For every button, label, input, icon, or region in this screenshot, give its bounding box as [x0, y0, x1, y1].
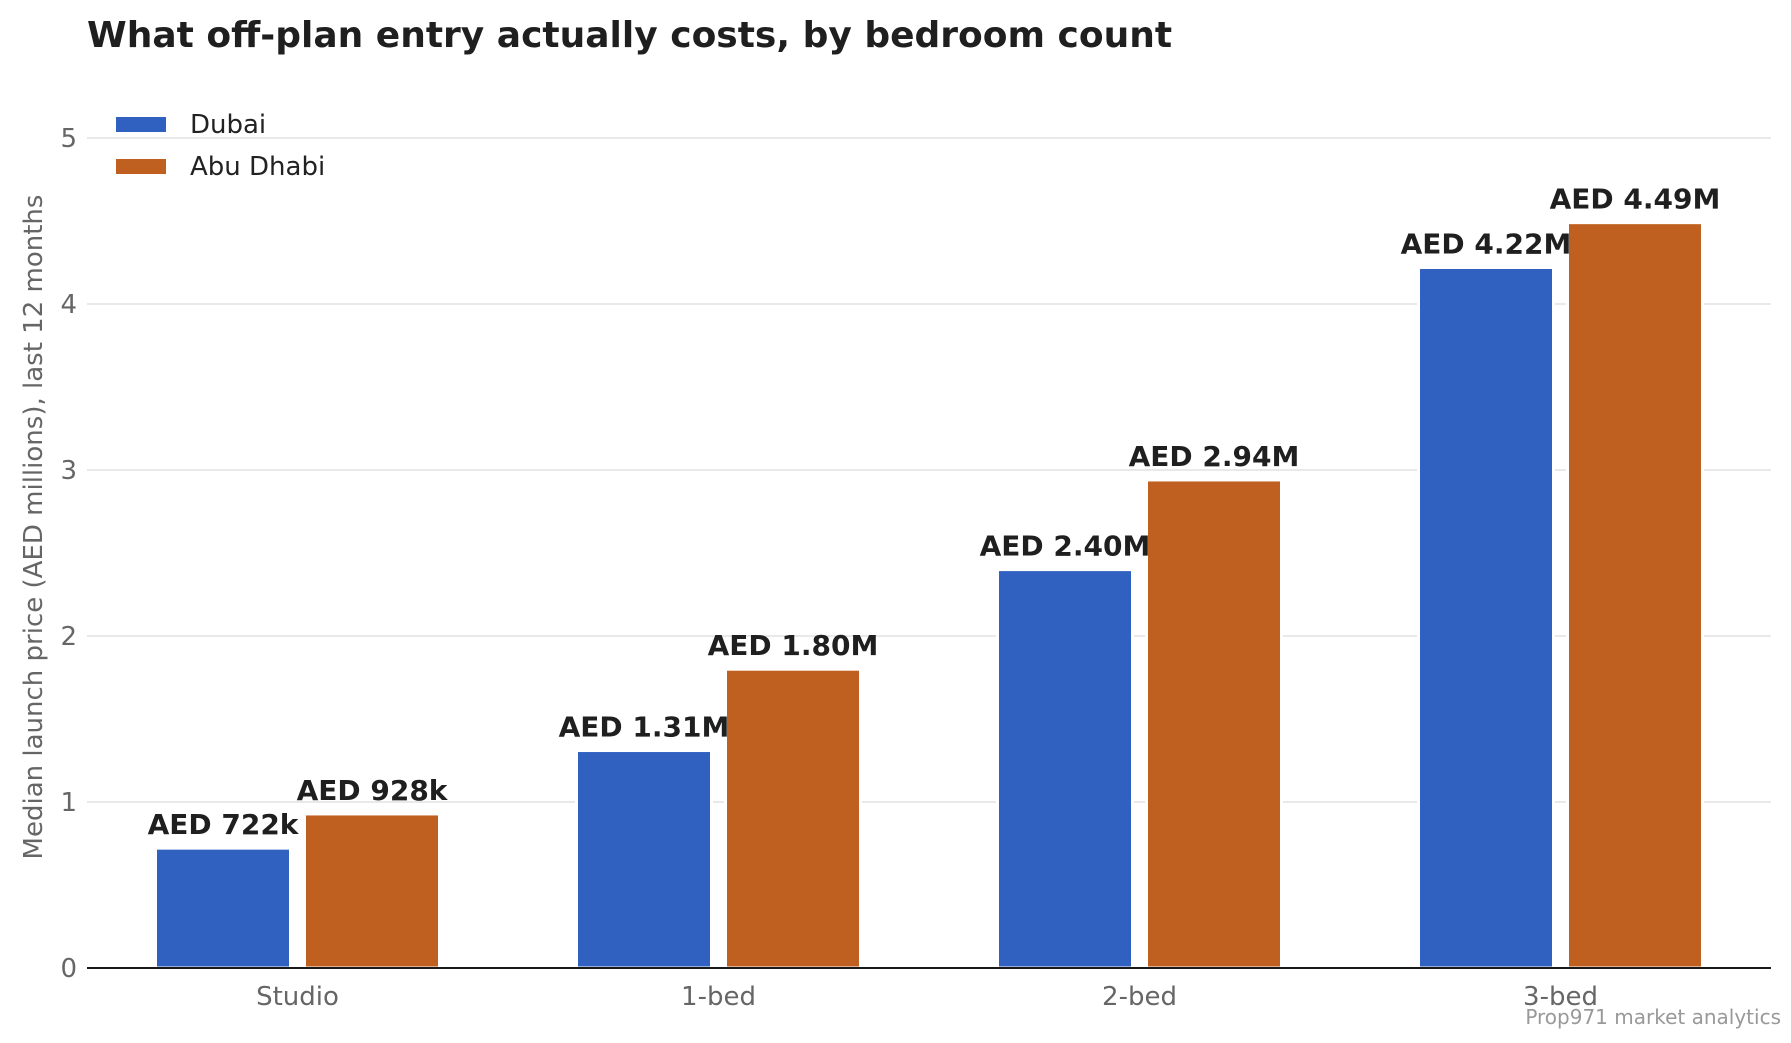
y-axis-ticks: 0 1 2 3 4 5 — [60, 124, 77, 984]
y-tick-label: 1 — [60, 788, 77, 818]
data-label: AED 722k — [148, 808, 300, 841]
legend-label: Dubai — [190, 110, 266, 140]
bar-dubai — [154, 846, 292, 970]
bar-dubai — [575, 749, 713, 970]
x-tick-label: 2-bed — [1102, 982, 1177, 1012]
bar-abu-dhabi — [303, 812, 441, 970]
data-label: AED 928k — [297, 774, 449, 807]
data-label: AED 1.80M — [708, 629, 879, 662]
y-tick-label: 0 — [60, 954, 77, 984]
bar-abu-dhabi — [1566, 221, 1704, 970]
y-tick-label: 5 — [60, 124, 77, 154]
data-label: AED 2.40M — [980, 530, 1151, 563]
source-note: Prop971 market analytics — [1525, 1005, 1781, 1029]
bar-abu-dhabi — [1145, 478, 1283, 970]
legend: Dubai Abu Dhabi — [116, 110, 325, 182]
bar-dubai — [1417, 265, 1555, 970]
data-label: AED 4.49M — [1550, 183, 1721, 216]
bars — [154, 221, 1704, 970]
x-tick-label: 3-bed — [1523, 982, 1598, 1012]
legend-swatch — [116, 159, 166, 174]
bar-abu-dhabi — [724, 667, 862, 970]
y-tick-label: 3 — [60, 456, 77, 486]
legend-label: Abu Dhabi — [190, 152, 325, 182]
x-axis-ticks: Studio 1-bed 2-bed 3-bed — [256, 982, 1598, 1012]
chart-title: What off-plan entry actually costs, by b… — [87, 15, 1172, 56]
x-tick-label: Studio — [256, 982, 339, 1012]
y-axis-label: Median launch price (AED millions), last… — [19, 195, 49, 860]
data-label: AED 4.22M — [1401, 227, 1572, 260]
bar-dubai — [996, 568, 1134, 970]
data-label: AED 1.31M — [559, 711, 730, 744]
y-tick-label: 2 — [60, 622, 77, 652]
legend-swatch — [116, 117, 166, 132]
data-label: AED 2.94M — [1129, 440, 1300, 473]
x-tick-label: 1-bed — [681, 982, 756, 1012]
y-tick-label: 4 — [60, 290, 77, 320]
